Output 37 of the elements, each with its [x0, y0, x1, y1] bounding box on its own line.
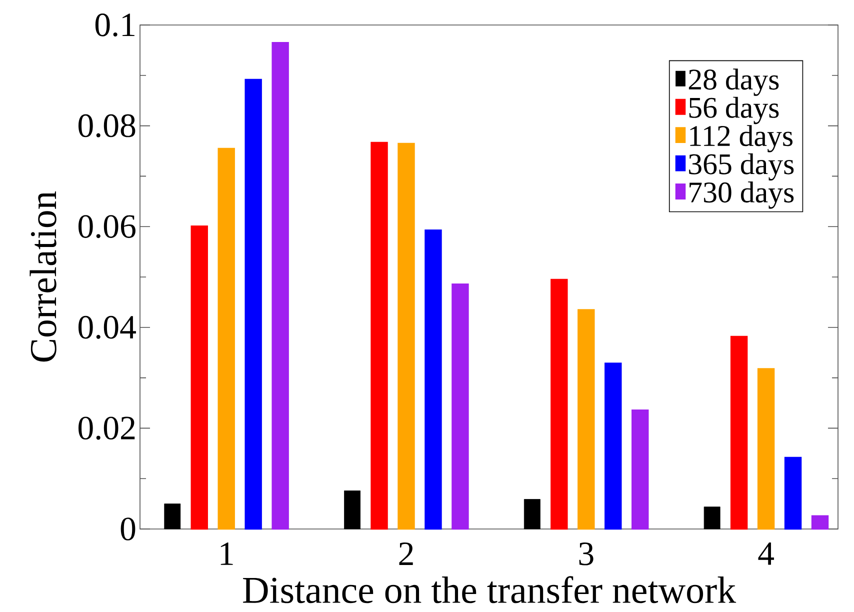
bar [604, 362, 622, 530]
bar [704, 506, 720, 530]
bar [452, 283, 469, 530]
bar [244, 78, 262, 530]
bar [730, 336, 748, 530]
y-axis-title: Correlation [30, 191, 56, 362]
legend-label: 56 days [689, 96, 779, 124]
bar [811, 515, 829, 530]
bar [757, 368, 775, 530]
bar [550, 278, 568, 530]
y-tick-label: 0.08 [78, 114, 136, 138]
legend-label: 730 days [690, 182, 794, 209]
y-tick-label: 0.1 [95, 13, 134, 36]
x-tick-label: 3 [579, 542, 594, 566]
bar [632, 409, 649, 530]
y-tick-label: 0 [120, 518, 136, 540]
bar [398, 142, 415, 530]
bar [190, 225, 208, 530]
bar [344, 490, 360, 530]
bar [370, 142, 388, 530]
bar [424, 230, 442, 530]
legend-label: 365 days [689, 153, 794, 181]
x-axis-title: Distance on the transfer network [243, 576, 736, 604]
y-tick-label: 0.04 [78, 316, 136, 339]
bar [524, 499, 540, 530]
y-tick-label: 0.02 [78, 416, 135, 440]
bar [784, 456, 802, 530]
bar [218, 148, 235, 530]
legend-label: 28 days [688, 68, 779, 96]
x-tick-label: 1 [220, 542, 233, 565]
x-tick-label: 2 [399, 542, 413, 565]
x-tick-label: 4 [758, 542, 774, 565]
bar [272, 42, 289, 530]
legend-label: 112 days [690, 125, 792, 152]
bar [578, 309, 595, 530]
y-tick-label: 0.06 [78, 215, 136, 238]
bar [164, 504, 181, 530]
